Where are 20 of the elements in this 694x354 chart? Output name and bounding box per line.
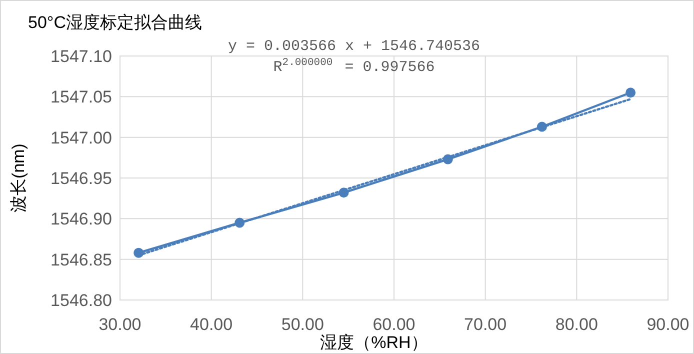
y-tick-label: 1547.10 [50, 47, 112, 66]
x-tick-label: 60.00 [372, 315, 416, 334]
x-tick-label: 70.00 [464, 315, 507, 334]
x-tick-label: 30.00 [98, 315, 142, 334]
point [626, 88, 636, 98]
y-tick-label: 1547.00 [50, 128, 112, 148]
annotation: R$^{2.000000}$ = 0.997566 [273, 57, 435, 76]
y-tick-label: 1546.90 [50, 210, 112, 229]
x-tick-label: 50.00 [281, 315, 324, 334]
y-tick-label: 1546.95 [50, 169, 112, 188]
y-tick-label: 1546.80 [50, 291, 112, 310]
chart-title: 50°C湿度标定拟合曲线 [28, 13, 202, 32]
x-tick-label: 40.00 [190, 315, 233, 334]
y-tick-label: 1546.85 [50, 250, 112, 270]
text: y = 0.003566 x + 1546.740536 [228, 38, 480, 55]
y-tick-label: 1547.05 [50, 88, 112, 107]
x-tick-label: 80.00 [555, 315, 598, 334]
x-axis-title: 湿度（%RH） [320, 333, 428, 352]
x-tick-label: 90.00 [646, 315, 690, 334]
y-axis-title: 波长(nm) [9, 144, 28, 212]
